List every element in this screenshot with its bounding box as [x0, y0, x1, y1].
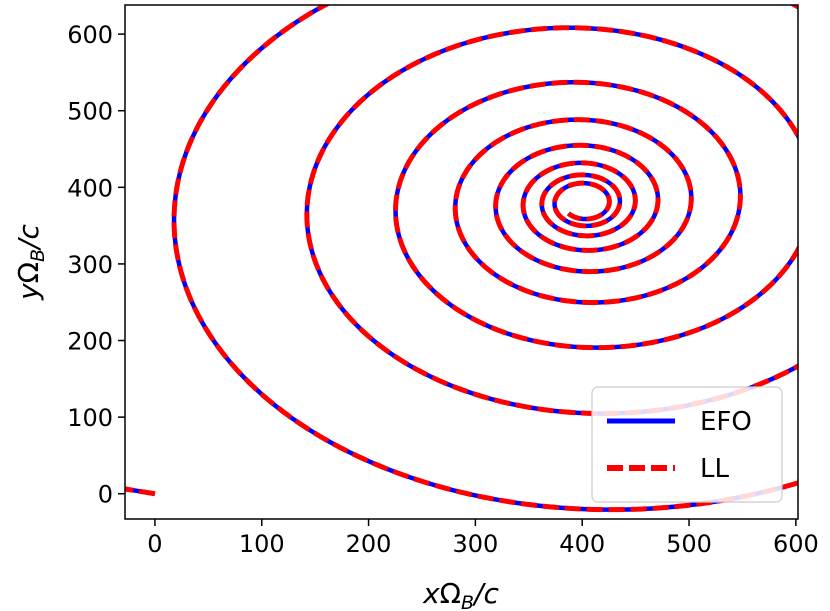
- legend-box: [591, 386, 783, 503]
- x-axis-label-omega: Ω: [440, 577, 461, 610]
- x-tick-label: 100: [239, 530, 285, 558]
- x-tick-label: 300: [452, 530, 498, 558]
- y-tick-label: 300: [67, 251, 113, 279]
- x-axis-label: xΩB/c: [422, 577, 499, 611]
- y-axis-label-sub: B: [27, 249, 49, 262]
- y-tick-label: 200: [67, 328, 113, 356]
- x-tick-label: 400: [559, 530, 605, 558]
- y-axis-label-tail: /c: [12, 223, 45, 251]
- y-tick-label: 500: [67, 98, 113, 126]
- y-tick-label: 400: [67, 174, 113, 202]
- y-tick-label: 100: [67, 404, 113, 432]
- legend-label-efo: EFO: [700, 407, 752, 437]
- y-tick-label: 600: [67, 21, 113, 49]
- x-axis-ticks: 0 100 200 300 400 500 600: [147, 519, 819, 558]
- x-axis-label-tail: /c: [471, 577, 499, 610]
- y-axis-ticks: 0 100 200 300 400 500 600: [67, 21, 125, 509]
- x-tick-label: 600: [773, 530, 819, 558]
- series-layer: [125, 5, 798, 513]
- x-tick-label: 500: [666, 530, 712, 558]
- series-line-ll: [125, 5, 798, 513]
- y-tick-label: 0: [98, 481, 113, 509]
- x-tick-label: 0: [147, 530, 162, 558]
- axes-frame: [124, 4, 799, 520]
- y-axis-label-var: y: [12, 283, 45, 301]
- x-axis-label-sub: B: [461, 592, 474, 611]
- legend-label-ll: LL: [700, 454, 729, 484]
- x-axis-label-var: x: [422, 577, 440, 610]
- x-tick-label: 200: [346, 530, 392, 558]
- y-axis-label-omega: Ω: [12, 262, 45, 283]
- y-axis-label: yΩB/c: [12, 223, 49, 300]
- legend: EFO LL: [591, 386, 783, 503]
